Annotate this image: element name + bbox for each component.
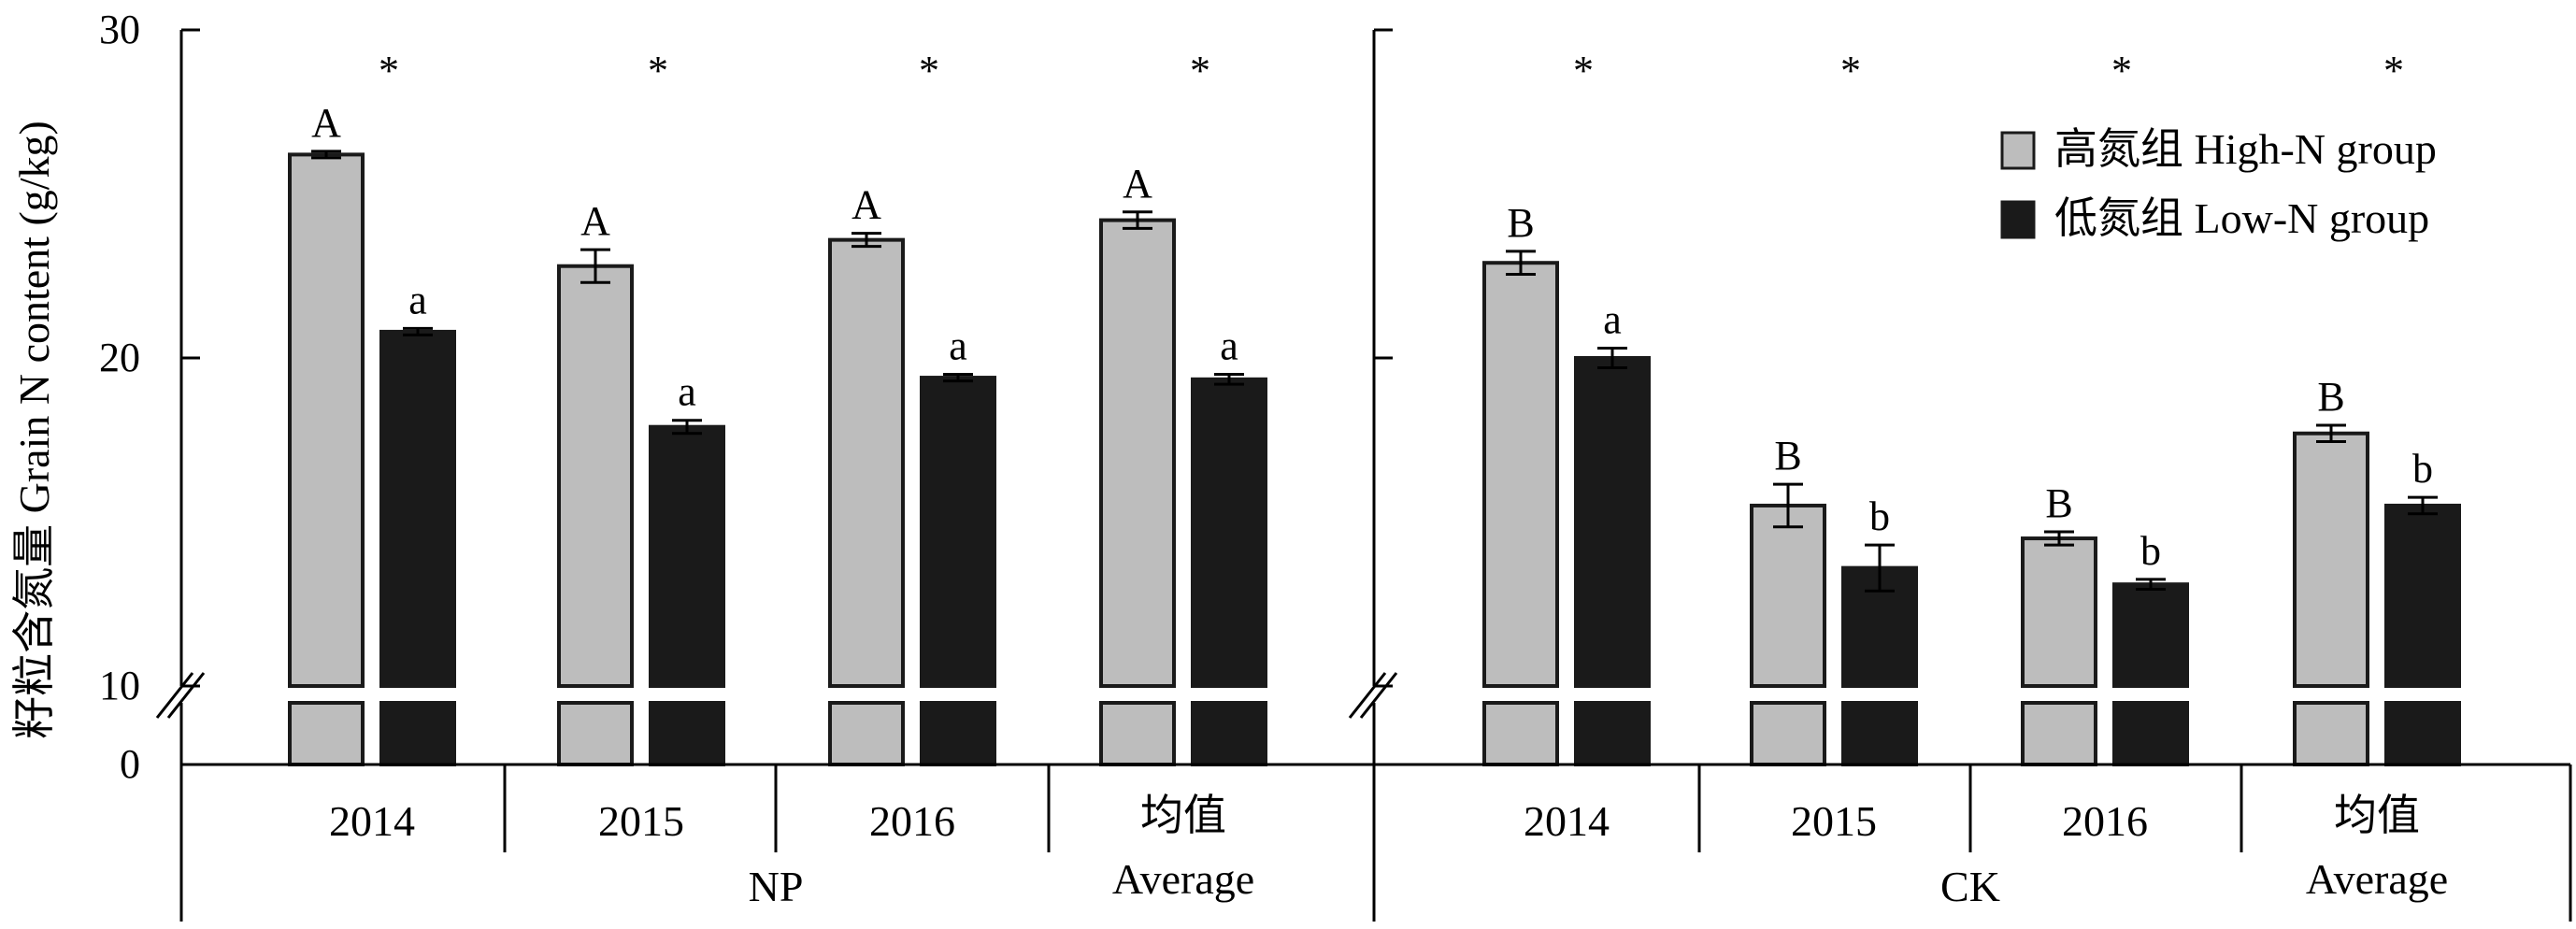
bar-lower-low-NP-0 <box>379 701 456 766</box>
x-category-label: 2015 <box>1791 797 1877 845</box>
x-category-label: Average <box>1112 855 1254 903</box>
bar-high-CK-1 <box>1750 503 1826 689</box>
bar-lower-low-CK-1 <box>1841 701 1918 766</box>
bar-lower-high-CK-3 <box>2293 701 2369 766</box>
x-category-label: 2014 <box>1524 797 1610 845</box>
bar-high-NP-1 <box>557 264 634 688</box>
significance-letter: A <box>311 100 341 146</box>
bar-lower-low-NP-3 <box>1191 701 1267 766</box>
bar-low-NP-2 <box>920 376 996 688</box>
significance-letter: b <box>2140 528 2161 574</box>
significance-asterisk: * <box>1840 48 1861 93</box>
bar-low-CK-2 <box>2112 582 2189 688</box>
bar-lower-high-CK-1 <box>1750 701 1826 766</box>
bar-high-CK-0 <box>1482 261 1559 688</box>
x-category-label: 2015 <box>598 797 684 845</box>
y-tick-label: 20 <box>99 335 140 380</box>
y-axis-label: 籽粒含氮量 Grain N content (g/kg) <box>10 121 58 739</box>
significance-letter: B <box>2317 374 2344 420</box>
significance-asterisk: * <box>2383 48 2404 93</box>
x-category-label: Average <box>2306 855 2448 903</box>
bar-lower-high-NP-2 <box>828 701 905 766</box>
legend-label-high: 高氮组 High-N group <box>2054 125 2437 173</box>
legend-swatch-low <box>2000 200 2036 239</box>
significance-letter: a <box>1603 296 1622 342</box>
significance-letter: b <box>2412 446 2433 492</box>
axis-break-mark <box>155 672 194 719</box>
legend: 高氮组 High-N group 低氮组 Low-N group <box>2000 125 2437 242</box>
legend-label-low: 低氮组 Low-N group <box>2054 194 2429 242</box>
bar-lower-low-NP-1 <box>649 701 725 766</box>
significance-letter: a <box>678 369 696 415</box>
bar-high-CK-2 <box>2021 536 2097 688</box>
significance-letter: B <box>2045 480 2072 526</box>
bar-high-NP-0 <box>288 152 365 688</box>
significance-letter: B <box>1774 433 1801 479</box>
x-group-label: CK <box>1940 863 2000 910</box>
significance-asterisk: * <box>1190 48 1210 93</box>
bars-layer <box>288 150 2461 766</box>
significance-letter: a <box>1220 323 1238 369</box>
bar-low-NP-3 <box>1191 377 1267 688</box>
y-tick-label: 10 <box>99 663 140 708</box>
bar-low-CK-3 <box>2384 503 2461 689</box>
bar-lower-low-CK-0 <box>1574 701 1651 766</box>
x-category-label: 均值 <box>2334 792 2420 839</box>
bar-high-NP-2 <box>828 237 905 688</box>
axis-break-mark <box>1359 672 1398 719</box>
significance-letter: a <box>408 277 427 322</box>
x-category-label: 2014 <box>329 797 415 845</box>
bar-high-CK-3 <box>2293 431 2369 688</box>
bar-low-NP-0 <box>379 329 456 688</box>
legend-swatch-high <box>2000 131 2036 170</box>
bar-lower-high-NP-3 <box>1099 701 1176 766</box>
axis-break-mark <box>166 672 206 719</box>
y-tick-label: 30 <box>99 7 140 52</box>
bar-lower-low-CK-2 <box>2112 701 2189 766</box>
significance-letter: b <box>1869 493 1890 539</box>
significance-letter: B <box>1507 200 1534 246</box>
bar-lower-high-CK-2 <box>2021 701 2097 766</box>
axis-break-mark <box>1348 672 1387 719</box>
bar-lower-high-NP-1 <box>557 701 634 766</box>
bar-lower-low-NP-2 <box>920 701 996 766</box>
significance-asterisk: * <box>648 48 668 93</box>
x-category-label: 2016 <box>2062 797 2148 845</box>
significance-asterisk: * <box>1573 48 1594 93</box>
axes-layer <box>155 28 2572 922</box>
significance-asterisk: * <box>919 48 939 93</box>
significance-letter: A <box>852 182 881 228</box>
significance-letter: a <box>949 323 967 369</box>
bar-lower-high-CK-0 <box>1482 701 1559 766</box>
text-layer: 0 10 20 30 Aa * 2014 Aa * 2015 Aa * 2016 Aa * 均值 Average… <box>99 7 2448 910</box>
bar-low-CK-0 <box>1574 356 1651 688</box>
bar-lower-low-CK-3 <box>2384 701 2461 766</box>
y-tick-label: 0 <box>120 741 140 787</box>
significance-asterisk: * <box>2111 48 2132 93</box>
x-category-label: 均值 <box>1140 792 1226 839</box>
x-category-label: 2016 <box>869 797 955 845</box>
bar-lower-high-NP-0 <box>288 701 365 766</box>
bar-high-NP-3 <box>1099 218 1176 689</box>
bar-low-NP-1 <box>649 424 725 688</box>
significance-letter: A <box>580 198 610 244</box>
significance-asterisk: * <box>379 48 399 93</box>
x-group-label: NP <box>749 863 804 910</box>
significance-letter: A <box>1123 161 1152 207</box>
